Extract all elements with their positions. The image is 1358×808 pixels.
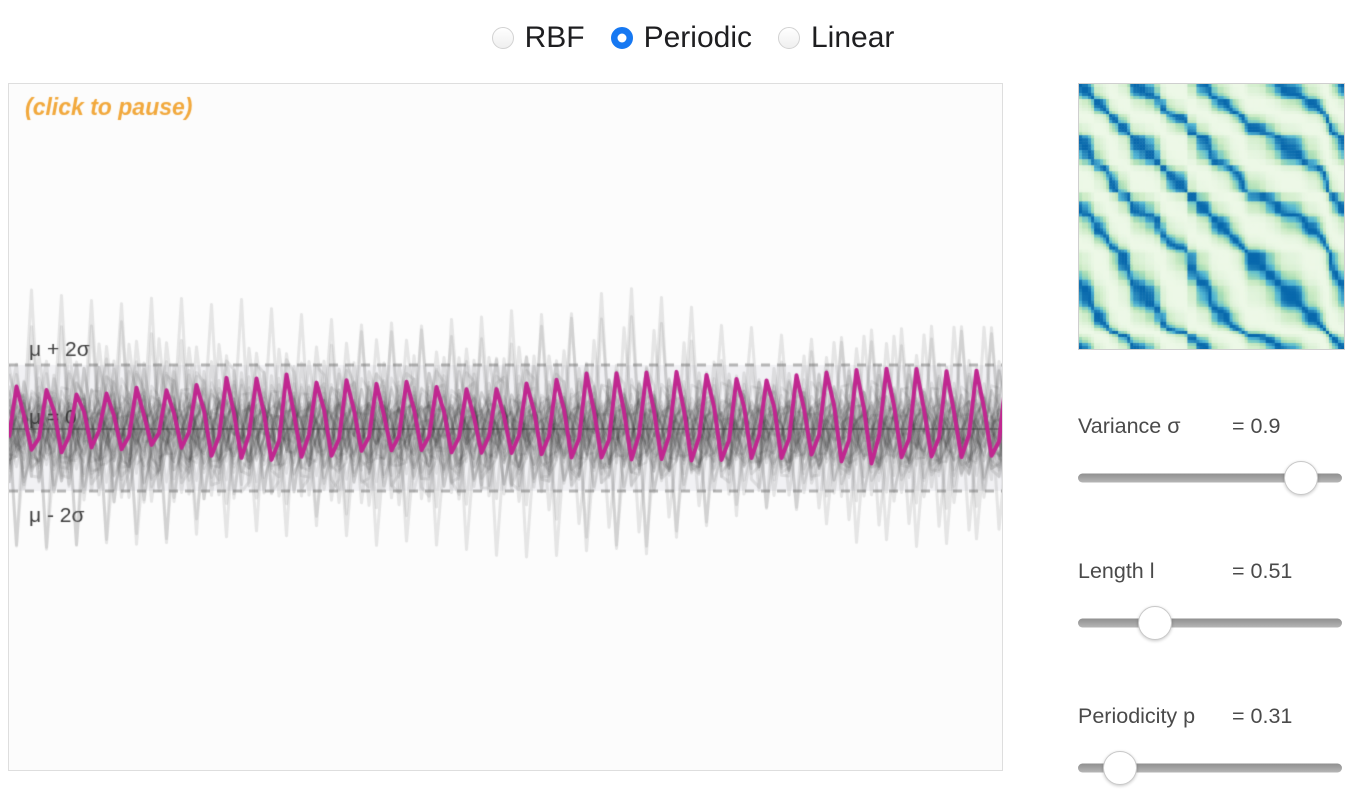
slider-thumb[interactable] — [1137, 606, 1172, 640]
slider-periodicity-value: = 0.31 — [1232, 704, 1293, 728]
slider-length-trackwrap[interactable] — [1078, 606, 1342, 640]
slider-periodicity-trackwrap[interactable] — [1078, 751, 1342, 785]
radio-icon[interactable] — [777, 27, 800, 49]
kernel-option-rbf[interactable]: RBF — [491, 21, 585, 54]
kernel-option-label: Periodic — [643, 21, 752, 54]
slider-variance-labelrow: Variance σ = 0.9 — [1078, 414, 1342, 440]
slider-thumb[interactable] — [1284, 461, 1319, 495]
slider-length-value: = 0.51 — [1232, 559, 1293, 583]
slider-variance: Variance σ = 0.9 — [1078, 414, 1342, 495]
kernel-option-label: Linear — [810, 21, 895, 54]
kernel-option-label: RBF — [524, 21, 585, 54]
radio-icon[interactable] — [491, 27, 514, 49]
gp-samples-plot — [8, 83, 1003, 771]
slider-length-label: Length l — [1078, 559, 1155, 583]
slider-length-labelrow: Length l = 0.51 — [1078, 559, 1342, 585]
slider-periodicity-label: Periodicity p — [1078, 704, 1196, 728]
slider-variance-label: Variance σ — [1078, 414, 1181, 438]
slider-track[interactable] — [1078, 473, 1342, 483]
kernel-matrix-canvas — [1079, 84, 1344, 349]
slider-track[interactable] — [1078, 618, 1342, 628]
slider-thumb[interactable] — [1103, 751, 1138, 785]
kernel-option-linear[interactable]: Linear — [777, 21, 895, 54]
slider-track[interactable] — [1078, 763, 1342, 773]
slider-variance-value: = 0.9 — [1232, 414, 1281, 438]
slider-length: Length l = 0.51 — [1078, 559, 1342, 640]
kernel-option-periodic[interactable]: Periodic — [610, 21, 752, 54]
kernel-matrix-panel — [1078, 83, 1345, 350]
kernel-selector: RBF Periodic Linear — [14, 16, 1358, 60]
slider-variance-trackwrap[interactable] — [1078, 461, 1342, 495]
slider-periodicity: Periodicity p = 0.31 — [1078, 704, 1342, 785]
slider-periodicity-labelrow: Periodicity p = 0.31 — [1078, 704, 1342, 730]
radio-icon[interactable] — [610, 27, 633, 49]
gp-samples-canvas[interactable] — [9, 84, 1002, 770]
